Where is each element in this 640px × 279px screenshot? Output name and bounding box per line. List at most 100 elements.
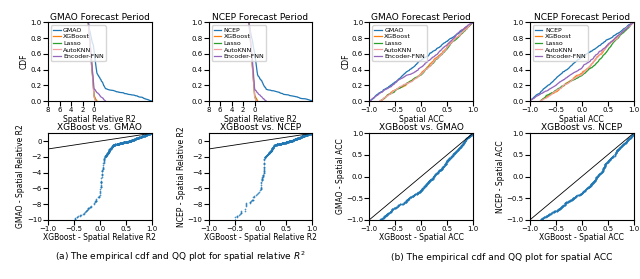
- Point: [143, 132, 153, 136]
- Point: [552, 208, 562, 213]
- Point: [591, 175, 602, 180]
- Point: [300, 133, 310, 138]
- Point: [236, 211, 246, 216]
- Point: [91, 197, 101, 202]
- Point: [142, 133, 152, 137]
- Point: [108, 143, 118, 148]
- Point: [463, 135, 474, 139]
- Point: [444, 157, 454, 161]
- Point: [248, 198, 258, 202]
- Point: [428, 175, 438, 180]
- Point: [623, 136, 634, 141]
- Point: [266, 148, 276, 153]
- Point: [264, 151, 274, 155]
- Point: [90, 199, 100, 204]
- Point: [260, 154, 271, 158]
- Point: [618, 142, 628, 146]
- Point: [536, 217, 547, 222]
- Point: [269, 143, 280, 148]
- Point: [619, 141, 629, 146]
- Point: [269, 144, 279, 149]
- Point: [274, 142, 284, 146]
- Point: [100, 154, 111, 159]
- Point: [466, 133, 476, 138]
- Point: [100, 153, 111, 158]
- Point: [419, 185, 429, 190]
- Point: [303, 132, 314, 136]
- Point: [102, 151, 113, 156]
- Point: [417, 187, 427, 191]
- Point: [621, 140, 631, 145]
- Point: [546, 211, 556, 215]
- Point: [146, 131, 156, 136]
- Point: [133, 135, 143, 140]
- Point: [267, 147, 277, 151]
- Point: [544, 212, 554, 217]
- Point: [597, 169, 607, 173]
- Point: [113, 142, 123, 146]
- Point: [257, 175, 268, 179]
- Point: [564, 198, 574, 203]
- Point: [113, 141, 124, 146]
- Point: [594, 172, 604, 176]
- Point: [424, 180, 434, 184]
- Point: [577, 190, 588, 195]
- Point: [124, 139, 134, 143]
- Point: [303, 132, 313, 137]
- Point: [457, 143, 467, 147]
- Point: [577, 190, 588, 195]
- Point: [563, 199, 573, 204]
- Point: [123, 139, 133, 144]
- Point: [554, 207, 564, 211]
- Point: [269, 143, 280, 148]
- Point: [93, 195, 104, 199]
- Point: [593, 172, 604, 177]
- Point: [125, 139, 135, 143]
- Point: [115, 141, 125, 145]
- Point: [108, 143, 118, 147]
- Point: [403, 197, 413, 201]
- Point: [408, 193, 419, 198]
- Point: [143, 132, 154, 136]
- Point: [111, 142, 122, 146]
- Point: [276, 141, 286, 146]
- Point: [99, 155, 109, 160]
- Point: [101, 152, 111, 157]
- Point: [441, 162, 451, 166]
- Point: [467, 132, 477, 136]
- Point: [612, 149, 622, 153]
- Point: [429, 174, 439, 178]
- Point: [588, 180, 598, 184]
- Point: [455, 145, 465, 150]
- Point: [422, 182, 432, 186]
- Point: [454, 146, 464, 150]
- Point: [598, 168, 608, 172]
- Point: [556, 205, 566, 210]
- Point: [138, 134, 148, 138]
- Point: [589, 178, 600, 183]
- Point: [132, 136, 143, 140]
- Point: [432, 170, 442, 175]
- Point: [291, 137, 301, 141]
- Point: [435, 168, 445, 172]
- Point: [618, 142, 628, 146]
- Point: [426, 177, 436, 182]
- Point: [96, 183, 106, 188]
- Point: [620, 140, 630, 145]
- Point: [123, 139, 133, 144]
- Point: [137, 134, 147, 138]
- X-axis label: Spatial ACC: Spatial ACC: [559, 115, 604, 124]
- Point: [264, 151, 274, 156]
- Point: [604, 158, 614, 163]
- Point: [578, 189, 588, 194]
- Point: [256, 186, 266, 190]
- Point: [129, 138, 139, 142]
- Point: [129, 137, 140, 141]
- Point: [139, 134, 149, 138]
- Point: [260, 154, 270, 159]
- Point: [401, 199, 411, 204]
- Point: [394, 203, 404, 207]
- Point: [571, 194, 581, 198]
- Point: [100, 155, 110, 159]
- Point: [536, 218, 546, 222]
